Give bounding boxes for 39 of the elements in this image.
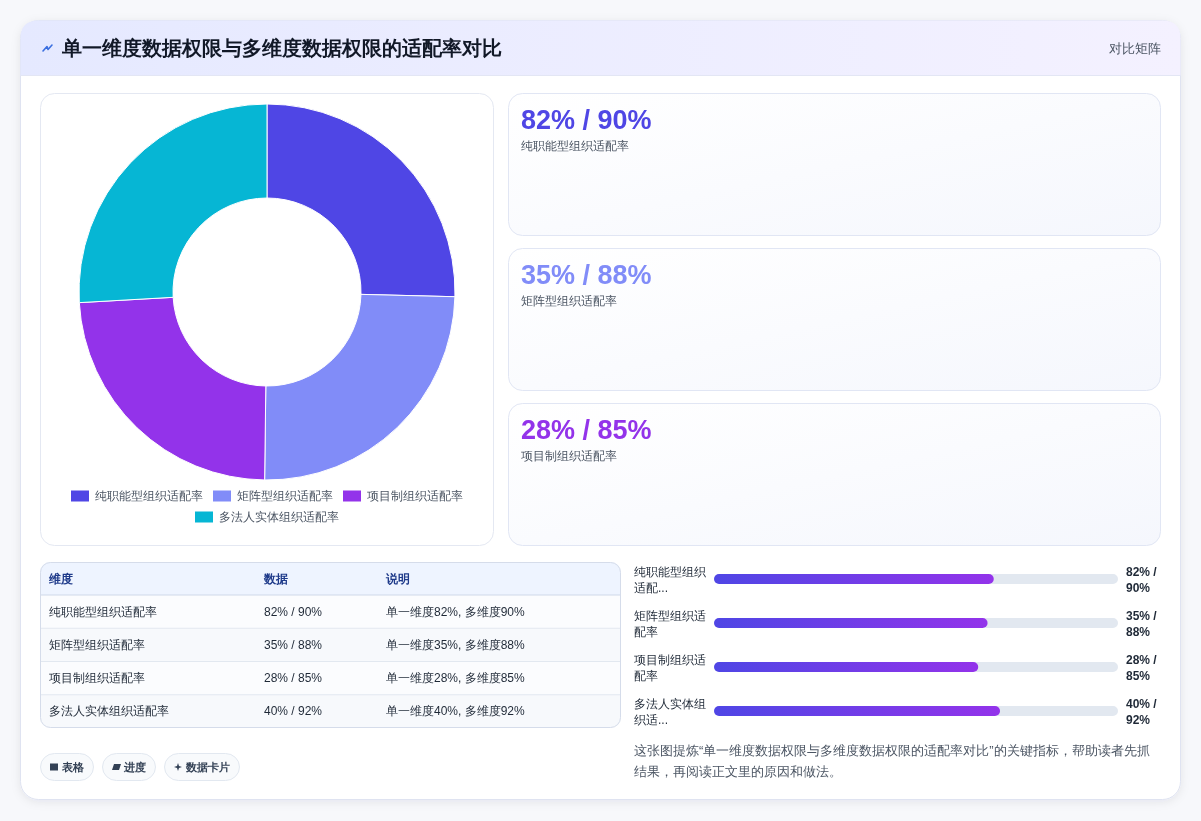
text: 对比矩阵 [1108,40,1161,56]
text: 82% / 90% [263,604,323,619]
y-tick-label: 多法人实体组织适... [634,697,706,727]
legend-label: 纯职能型组织适配率 [95,489,203,503]
text: 多法人实体组织适配率 [49,704,170,719]
category-label: 说明 [384,571,410,586]
y-tick-label: 矩阵型组织适配率 [634,609,706,639]
text: 28% / 85% [521,415,652,445]
text: 表格 [61,761,85,773]
data-label: 35% / 88% [1126,609,1158,639]
legend-label: 项目制组织适配率 [367,489,463,503]
text: 82% / 90% [521,105,652,135]
text: 35% / 88% [521,260,652,290]
text: 单一维度40%, 多维度92% [385,704,526,719]
category-label: 数据 [262,571,288,586]
text: 单一维度35%, 多维度88% [385,637,526,652]
data-label: 40% / 92% [1126,697,1158,727]
text: 单一维度数据权限与多维度数据权限的适配率对比 [61,37,502,59]
text: 这张图提炼“单一维度数据权限与多维度数据权限的适配率对比”的关键指标，帮助读者先抓结果，再阅读正文里的原因和做法。 [634,742,1150,779]
text: 矩阵型组织适配率 [521,294,617,308]
text: 单一维度28%, 多维度85% [385,671,526,686]
text: 矩阵型组织适配率 [49,637,146,652]
data-label: 82% / 90% [1126,565,1158,595]
text: 项目制组织适配率 [49,671,146,686]
text: 项目制组织适配率 [521,449,617,463]
y-tick-label: 纯职能型组织适配... [634,565,706,595]
legend-label: 矩阵型组织适配率 [237,489,333,503]
text: 进度 [123,761,146,773]
text: 28% / 85% [263,671,323,686]
category-label: 维度 [48,571,74,586]
text: 35% / 88% [263,637,323,652]
y-tick-label: 项目制组织适配率 [634,653,706,683]
legend-label: 多法人实体组织适配率 [219,510,339,524]
text: 纯职能型组织适配率 [521,139,629,153]
data-label: 28% / 85% [1126,653,1158,683]
text: 40% / 92% [263,704,323,719]
text: 纯职能型组织适配率 [49,604,158,619]
text: 单一维度82%, 多维度90% [385,604,526,619]
text: 数据卡片 [185,761,230,773]
